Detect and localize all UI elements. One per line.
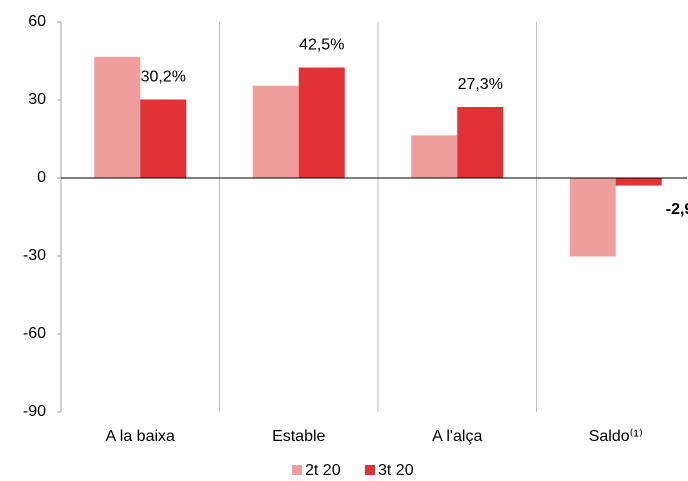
y-tick-label: 30 — [28, 91, 46, 108]
bar — [411, 135, 458, 178]
bar — [94, 56, 141, 179]
x-tick-label: A la baixa — [106, 428, 175, 445]
y-tick-label: 0 — [37, 169, 46, 186]
data-label: -2,9 — [666, 201, 688, 218]
bar — [615, 178, 662, 186]
data-label: 42,5% — [299, 37, 344, 54]
x-tick-label: Saldo⁽¹⁾ — [589, 428, 643, 445]
bar — [140, 99, 187, 178]
y-tick-label: -90 — [23, 403, 46, 420]
data-label: 27,3% — [458, 76, 503, 93]
data-label: 30,2% — [141, 69, 186, 86]
x-tick-label: A l'alça — [432, 428, 482, 445]
y-tick-label: -30 — [23, 247, 46, 264]
bar — [569, 178, 616, 257]
x-tick-label: Estable — [272, 428, 325, 445]
legend-label: 3t 20 — [378, 462, 414, 479]
bar — [252, 85, 299, 178]
bar — [457, 107, 504, 178]
legend-swatch — [365, 465, 375, 475]
y-tick-label: -60 — [23, 325, 46, 342]
legend-swatch — [292, 465, 302, 475]
bar — [298, 67, 345, 178]
legend-label: 2t 20 — [305, 462, 341, 479]
y-tick-label: 60 — [28, 13, 46, 30]
